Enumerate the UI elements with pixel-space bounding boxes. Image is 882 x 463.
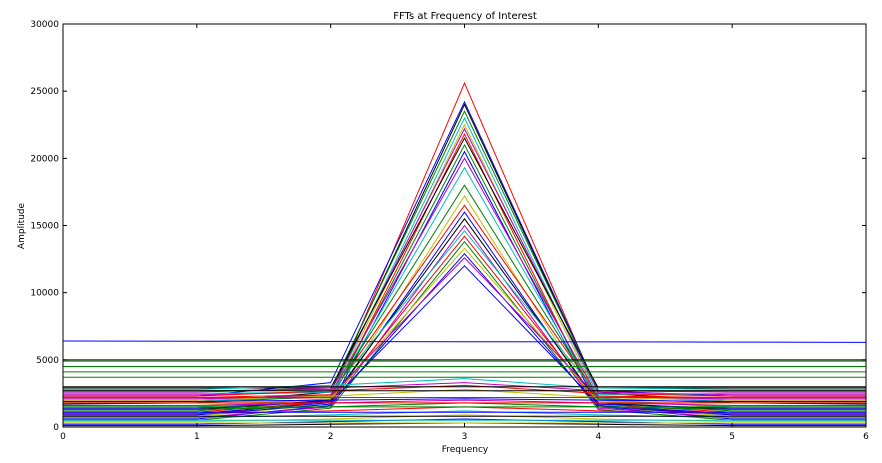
x-tick-label: 4: [595, 432, 601, 442]
series-line-39: [63, 399, 866, 407]
y-axis: 0 5000 10000 15000 20000 25000 30000: [30, 20, 866, 433]
y-tick-label: 20000: [30, 154, 59, 164]
y-tick-label: 25000: [30, 87, 59, 97]
y-tick-label: 0: [53, 423, 59, 433]
series-layer: [62, 81, 867, 427]
y-tick-label: 15000: [30, 222, 59, 232]
y-tick-label: 10000: [30, 289, 59, 299]
x-axis: 0 1 2 3 4 5 6: [60, 24, 869, 442]
series-line-10: [63, 150, 866, 420]
series-line-19: [63, 230, 866, 396]
series-line-33: [63, 382, 866, 393]
series-line-6: [63, 127, 866, 396]
series-line-25: [63, 265, 866, 409]
series-line-8: [63, 137, 866, 389]
x-tick-label: 1: [194, 432, 200, 442]
x-axis-label: Frequency: [442, 445, 489, 455]
y-tick-label: 30000: [30, 20, 59, 30]
series-line-38: [63, 398, 866, 402]
x-tick-label: 2: [328, 432, 334, 442]
y-tick-label: 5000: [36, 356, 59, 366]
x-tick-label: 3: [462, 432, 468, 442]
series-line-35: [63, 388, 866, 401]
x-tick-label: 6: [863, 432, 869, 442]
x-tick-label: 0: [60, 432, 66, 442]
series-line-9: [63, 143, 866, 412]
series-line-43: [63, 414, 866, 423]
series-line-34: [63, 384, 866, 397]
series-line-23: [63, 252, 866, 416]
x-tick-label: 5: [729, 432, 735, 442]
series-line-26: [62, 340, 867, 343]
series-line-24: [63, 257, 866, 400]
series-line-42: [63, 410, 866, 419]
y-axis-label: Amplitude: [17, 202, 27, 249]
chart-title: FFTs at Frequency of Interest: [393, 11, 537, 22]
series-line-32: [63, 378, 866, 390]
